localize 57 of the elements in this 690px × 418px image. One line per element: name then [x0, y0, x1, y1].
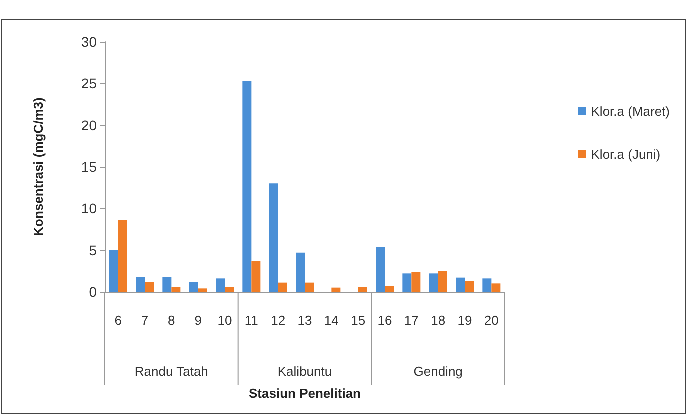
bar [109, 250, 118, 292]
bar [269, 184, 278, 292]
bar [162, 277, 172, 292]
bar [252, 261, 261, 292]
bar [198, 288, 208, 292]
bar [492, 284, 501, 292]
x-tick-label: 16 [378, 313, 392, 328]
x-tick-label: 10 [218, 313, 232, 328]
bar [438, 271, 448, 292]
bar [456, 278, 465, 292]
bar [385, 286, 394, 292]
bar [402, 274, 412, 292]
bar [358, 287, 368, 292]
bar [118, 220, 128, 292]
bar [278, 282, 288, 292]
text: Kalibuntu [278, 364, 332, 379]
x-axis-title: Stasiun Penelitian [249, 386, 362, 401]
x-tick-label: 6 [114, 313, 122, 328]
legend-label: Klor.a (Maret) [591, 104, 670, 119]
x-tick-label: 20 [484, 313, 499, 328]
x-tick-label: 13 [298, 313, 312, 328]
y-tick-label: 20 [81, 117, 98, 134]
x-tick-label: 17 [404, 313, 419, 328]
y-tick-label: 15 [81, 159, 98, 175]
x-tick-label: 15 [351, 313, 366, 328]
bar [332, 288, 341, 292]
y-tick-label: 5 [89, 242, 98, 258]
bar [216, 278, 225, 292]
y-tick-label: 25 [81, 76, 98, 92]
bar [172, 287, 181, 292]
x-tick-label: 19 [458, 313, 472, 328]
bar [242, 81, 252, 292]
bar [136, 277, 145, 292]
bar [296, 252, 305, 292]
bar [429, 274, 438, 292]
text: Gending [414, 364, 463, 379]
bar [412, 272, 421, 292]
legend-label: Klor.a (Juni) [591, 147, 661, 162]
bar [189, 282, 198, 292]
x-tick-label: 14 [324, 313, 339, 328]
x-tick-label: 12 [271, 313, 286, 328]
bar [305, 282, 314, 292]
y-tick-label: 0 [89, 284, 98, 300]
text: Randu Tatah [134, 364, 208, 379]
bar [145, 282, 154, 292]
bar [225, 287, 234, 292]
y-tick-label: 30 [81, 34, 98, 50]
x-tick-label: 7 [141, 313, 149, 328]
bar [465, 281, 474, 292]
y-axis-title: Konsentrasi (mgC/m3) [31, 98, 46, 236]
x-tick-label: 9 [194, 313, 202, 328]
bar [482, 278, 492, 292]
y-tick-label: 10 [81, 200, 98, 217]
x-tick-label: 8 [168, 313, 176, 328]
x-tick-label: 18 [431, 313, 446, 328]
bar [376, 247, 385, 292]
x-tick-label: 11 [244, 313, 258, 328]
